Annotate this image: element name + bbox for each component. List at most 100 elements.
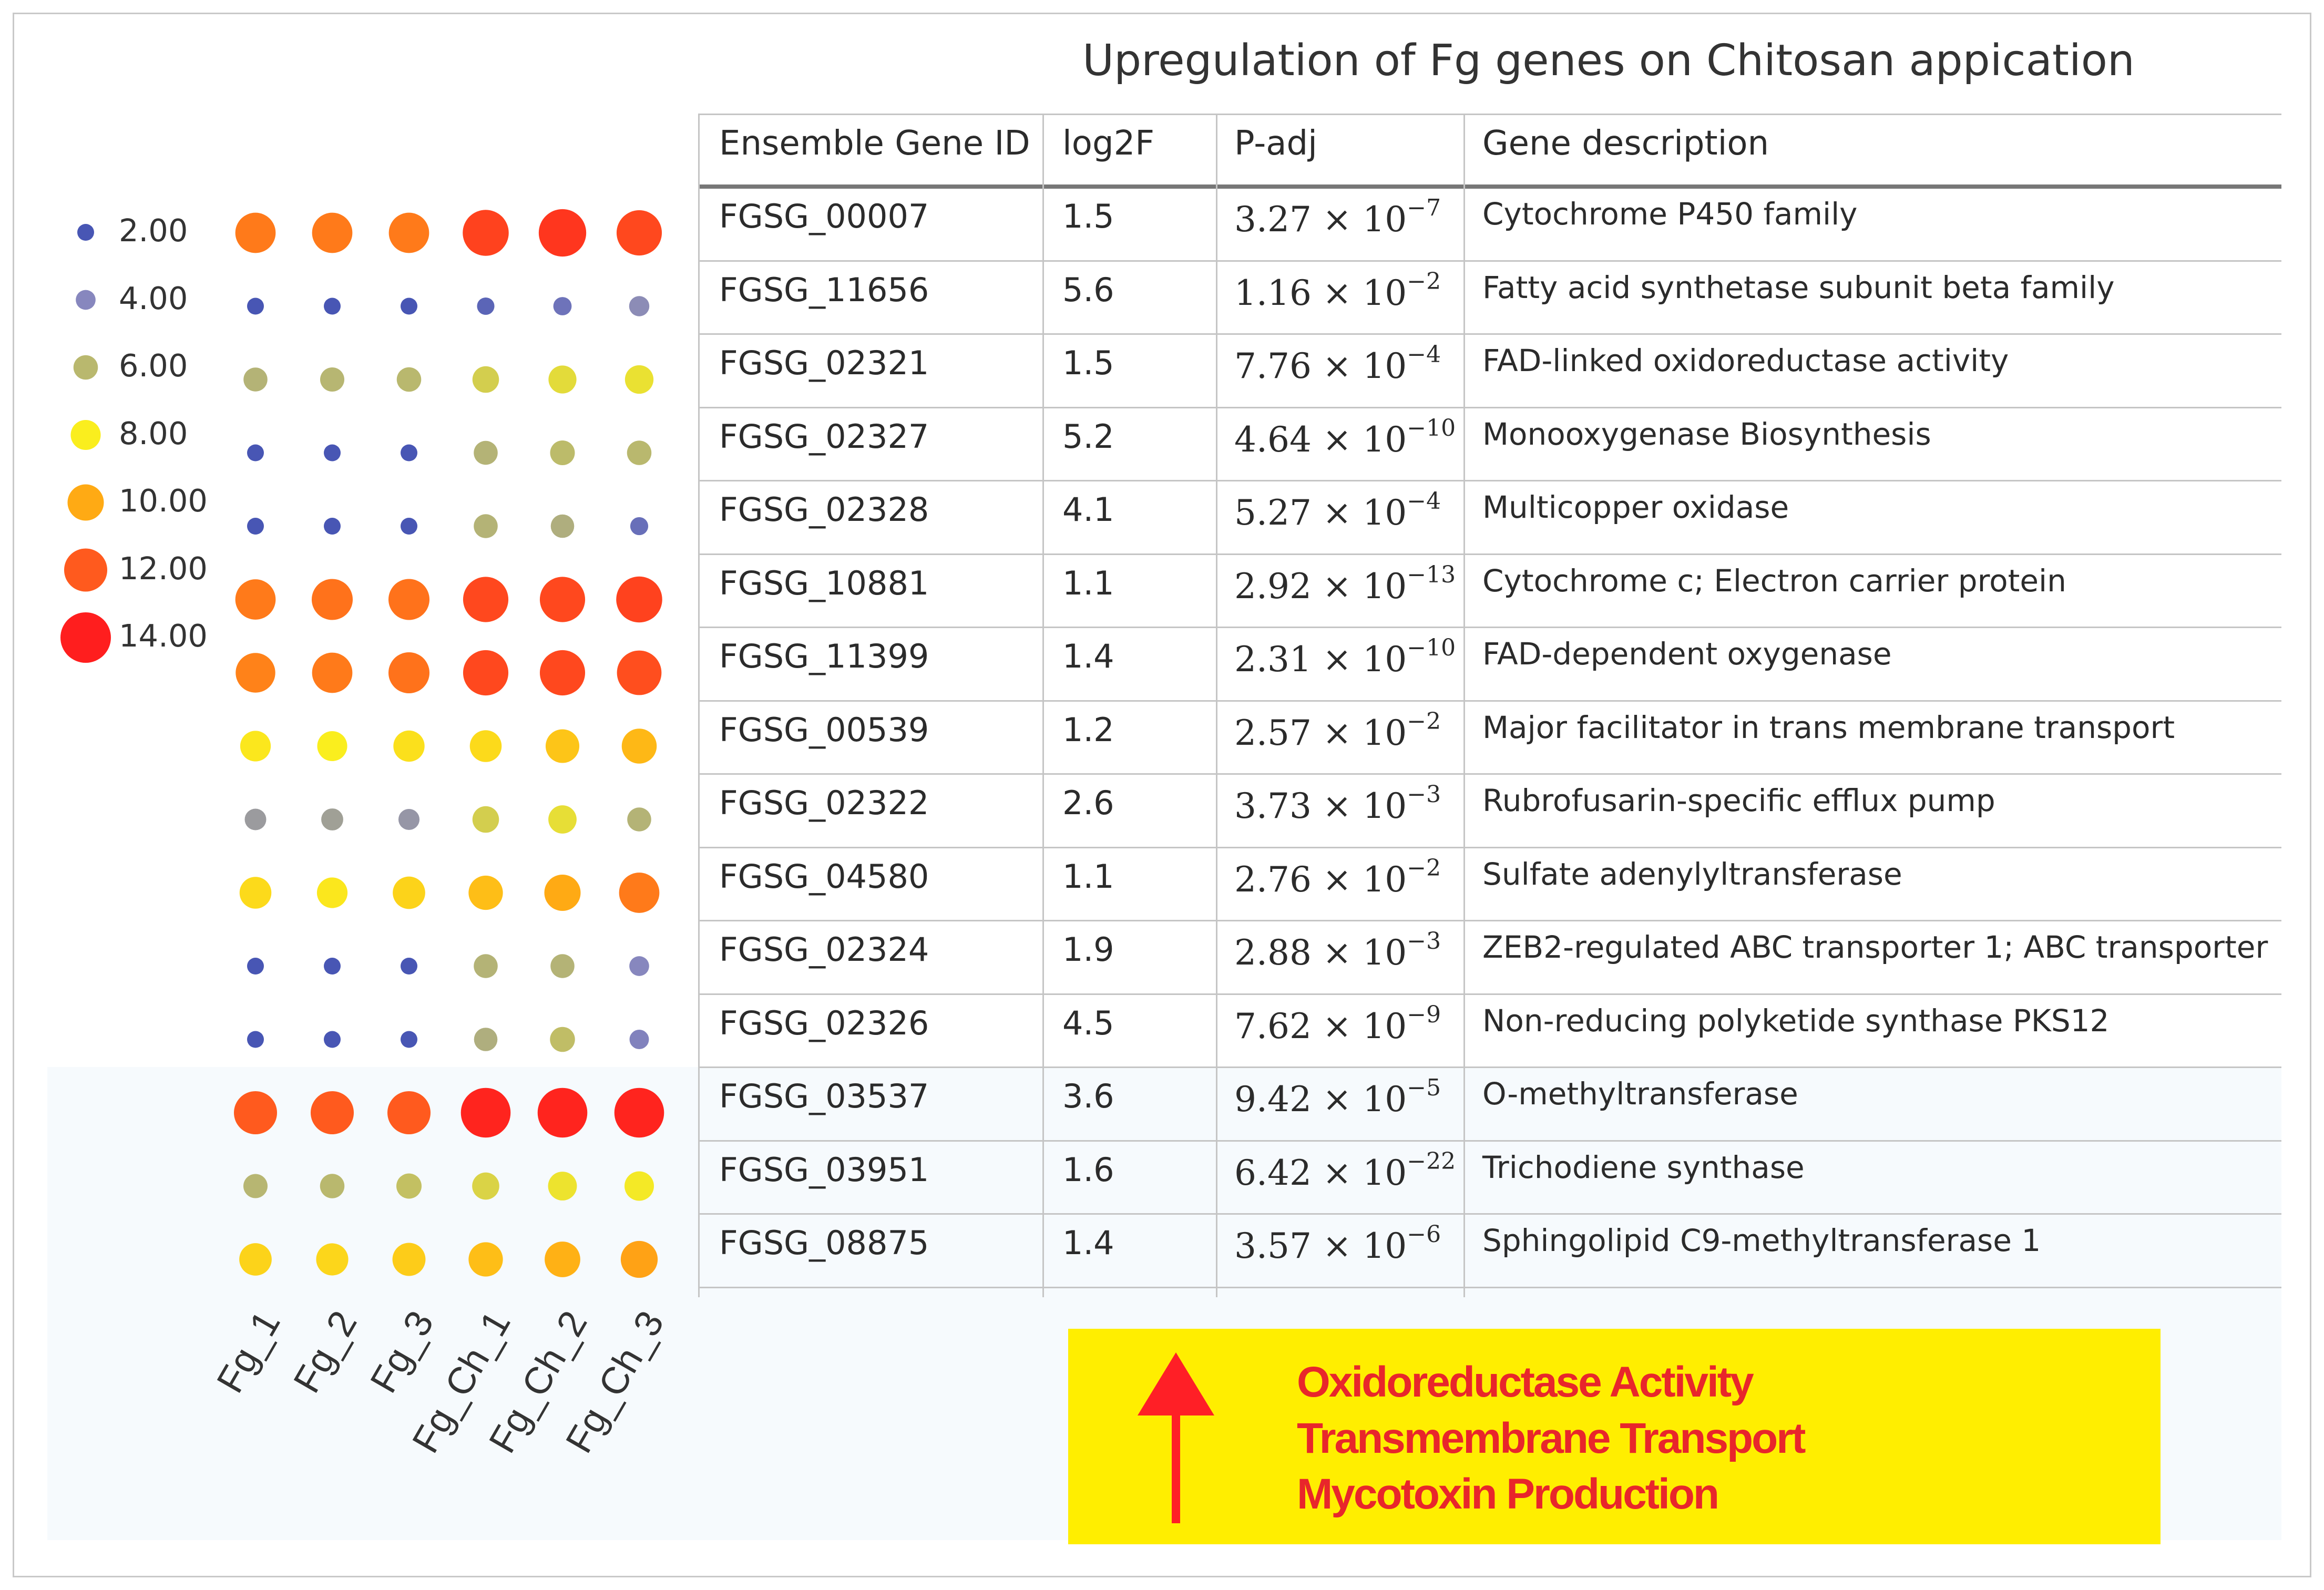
gene-id-cell: FGSG_02328 — [719, 490, 929, 529]
log2f-cell: 1.1 — [1062, 563, 1114, 602]
padj-exponent: −10 — [1407, 634, 1456, 661]
legend-label: 2.00 — [119, 212, 188, 249]
gene-description-cell: Monooxygenase Biosynthesis — [1482, 416, 1931, 452]
expression-dot — [474, 954, 498, 978]
expression-dot — [321, 808, 343, 830]
gene-id-cell: FGSG_11656 — [719, 270, 929, 309]
log2f-cell: 1.4 — [1062, 1224, 1114, 1262]
table-header-rule — [698, 184, 2281, 189]
expression-dot — [401, 1031, 417, 1048]
gene-id-cell: FGSG_02326 — [719, 1003, 929, 1042]
padj-exponent: −7 — [1407, 194, 1441, 221]
expression-dot — [539, 577, 586, 622]
expression-dot — [316, 1243, 349, 1276]
legend-dot — [73, 355, 98, 380]
expression-dot — [387, 1091, 431, 1135]
table-header-cell: P-adj — [1234, 124, 1317, 163]
gene-description-cell: Sulfate adenylyltransferase — [1482, 856, 1902, 892]
padj-cell: 2.57 × 10−2 — [1234, 707, 1441, 753]
expression-dot — [617, 650, 662, 695]
expression-dot — [630, 517, 649, 536]
expression-dot — [396, 367, 422, 392]
padj-exponent: −2 — [1407, 268, 1441, 295]
legend-label: 14.00 — [119, 618, 208, 654]
log2f-cell: 4.1 — [1062, 490, 1114, 529]
log2f-cell: 1.5 — [1062, 344, 1114, 382]
padj-exponent: −3 — [1407, 781, 1441, 808]
expression-dot — [627, 807, 651, 832]
expression-dot — [468, 875, 503, 910]
expression-dot — [624, 365, 654, 394]
gene-id-cell: FGSG_03951 — [719, 1150, 929, 1189]
legend-label: 6.00 — [119, 347, 188, 384]
expression-dot — [544, 874, 581, 911]
padj-exponent: −2 — [1407, 707, 1441, 735]
gene-description-cell: FAD-linked oxidoreductase activity — [1482, 343, 2009, 378]
legend-dot — [70, 419, 101, 450]
table-header-cell: log2F — [1062, 124, 1155, 163]
padj-exponent: −3 — [1407, 928, 1441, 955]
expression-dot — [324, 444, 341, 461]
expression-dot — [472, 366, 499, 393]
expression-dot — [247, 444, 264, 461]
gene-description-cell: Sphingolipid C9-methyltransferase 1 — [1482, 1223, 2041, 1258]
gene-id-cell: FGSG_03537 — [719, 1077, 929, 1115]
expression-dot — [233, 1091, 278, 1135]
expression-dot — [324, 518, 341, 535]
padj-cell: 7.62 × 10−9 — [1234, 1001, 1441, 1047]
legend-dot — [67, 484, 104, 521]
expression-dot — [621, 729, 657, 764]
expression-dot — [392, 1243, 426, 1276]
expression-dot — [472, 1172, 499, 1200]
expression-dot — [235, 212, 276, 253]
gene-id-cell: FGSG_04580 — [719, 857, 929, 896]
padj-exponent: −5 — [1407, 1074, 1441, 1101]
expression-dot — [550, 954, 575, 978]
padj-cell: 3.27 × 10−7 — [1234, 194, 1441, 240]
legend-label: 12.00 — [119, 550, 208, 587]
up-arrow-icon — [1138, 1352, 1214, 1523]
gene-description-cell: Cytochrome c; Electron carrier protein — [1482, 562, 2066, 599]
gene-table: Ensemble Gene ID log2F P-adj Gene descripti… — [698, 114, 2281, 1297]
log2f-cell: 1.9 — [1062, 930, 1114, 969]
expression-dot — [538, 209, 587, 257]
table-row-rule — [698, 773, 2281, 775]
padj-exponent: −4 — [1407, 341, 1441, 368]
padj-cell: 2.76 × 10−2 — [1234, 854, 1441, 900]
table-column-rule — [1463, 114, 1465, 1297]
expression-dot — [474, 514, 498, 538]
expression-dot — [474, 1028, 498, 1051]
expression-dot — [401, 298, 417, 315]
table-row-rule — [698, 553, 2281, 555]
expression-dot — [616, 210, 662, 256]
table-column-rule — [1042, 114, 1044, 1297]
summary-line-mycotoxin: Mycotoxin Production — [1297, 1470, 1719, 1518]
table-row-rule — [698, 1286, 2281, 1288]
expression-dot — [401, 518, 417, 535]
table-header-cell: Gene description — [1482, 124, 1769, 163]
expression-dot — [550, 440, 575, 466]
expression-dot — [393, 730, 425, 762]
gene-description-cell: Major facilitator in trans membrane tran… — [1482, 709, 2175, 745]
expression-dot — [324, 1031, 341, 1048]
gene-description-cell: Fatty acid synthetase subunit beta famil… — [1482, 269, 2115, 305]
expression-dot — [239, 877, 272, 909]
expression-dot — [247, 298, 264, 315]
table-row-rule — [698, 1213, 2281, 1215]
table-row-rule — [698, 406, 2281, 408]
padj-exponent: −6 — [1407, 1221, 1441, 1248]
expression-dot — [629, 956, 649, 976]
gene-id-cell: FGSG_00007 — [719, 197, 929, 235]
expression-dot — [614, 1088, 664, 1138]
expression-dot — [468, 1242, 503, 1277]
expression-dot — [312, 652, 353, 693]
expression-dot — [310, 1091, 354, 1135]
padj-exponent: −2 — [1407, 854, 1441, 881]
legend-label: 4.00 — [119, 280, 188, 316]
table-row-rule — [698, 993, 2281, 995]
table-row-rule — [698, 333, 2281, 335]
gene-description-cell: FAD-dependent oxygenase — [1482, 636, 1892, 672]
expression-dot — [619, 873, 660, 913]
legend-dot — [77, 224, 94, 241]
log2f-cell: 2.6 — [1062, 784, 1114, 822]
